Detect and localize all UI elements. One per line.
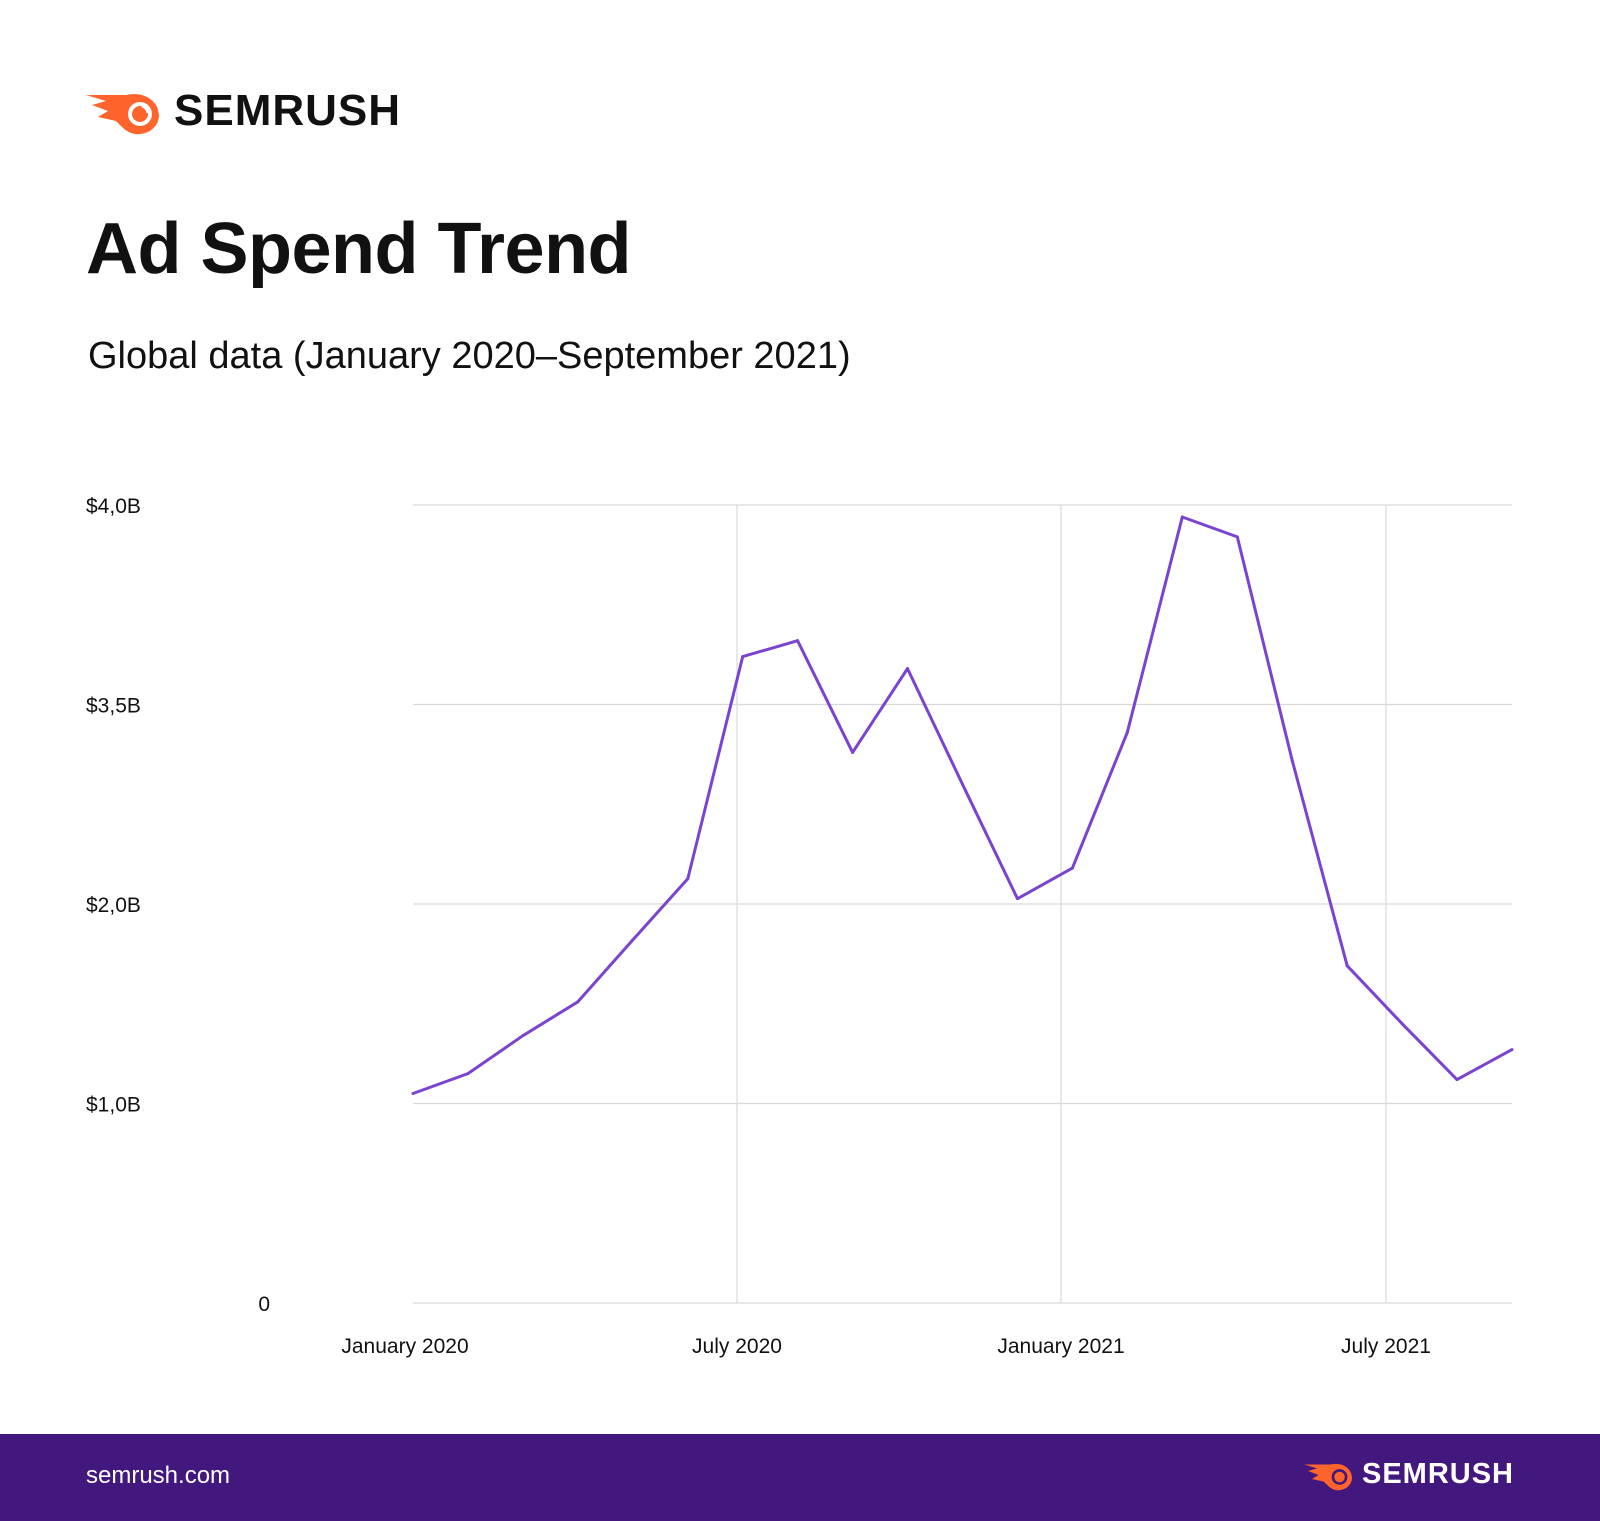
data-point (576, 1000, 580, 1004)
data-point (906, 667, 910, 671)
chart-subtitle: Global data (January 2020–September 2021… (88, 335, 851, 377)
y-tick-label: $4,0B (86, 495, 141, 518)
data-point (411, 1092, 415, 1096)
y-tick-label: $2,0B (86, 894, 141, 917)
data-point (1125, 730, 1129, 734)
x-tick-label: July 2021 (1341, 1335, 1431, 1358)
y-tick-label: $1,0B (86, 1094, 141, 1117)
data-point (796, 639, 800, 643)
data-point (631, 938, 635, 942)
footer-logo-text: SEMRUSH (1361, 1458, 1514, 1490)
data-point (466, 1072, 470, 1076)
data-point (1290, 758, 1294, 762)
data-point (851, 750, 855, 754)
footer-semrush-logo: SEMRUSH (1303, 1458, 1514, 1491)
x-tick-label: January 2021 (997, 1335, 1124, 1358)
data-point (1235, 535, 1239, 539)
data-point (1510, 1048, 1514, 1052)
footer: semrush.com SEMRUSH (0, 1434, 1600, 1521)
data-point (961, 782, 964, 786)
data-point (521, 1034, 525, 1038)
data-point (1180, 515, 1184, 519)
semrush-logo-text: SEMRUSH (174, 86, 402, 135)
chart-title: Ad Spend Trend (86, 209, 632, 289)
footer-url[interactable]: semrush.com (86, 1462, 231, 1489)
data-point (1345, 964, 1349, 968)
ad-spend-line (412, 515, 1513, 1095)
data-point (1015, 897, 1019, 901)
semrush-logo: SEMRUSH (86, 86, 401, 136)
semrush-flame-icon (1303, 1463, 1352, 1490)
line-chart: 0 $1,0B $2,0B $3,5B $4,0B January 2020 July 20… (86, 495, 1514, 1358)
x-tick-label: January 2020 (341, 1335, 468, 1358)
x-tick-label: July 2020 (692, 1335, 782, 1358)
data-point (741, 655, 745, 659)
y-tick-label: 0 (258, 1293, 270, 1316)
data-point (1455, 1078, 1459, 1082)
y-tick-label: $3,5B (86, 695, 141, 718)
data-point (686, 877, 690, 881)
data-point (1070, 866, 1074, 870)
data-point (1400, 1022, 1404, 1026)
semrush-flame-icon (86, 94, 159, 135)
